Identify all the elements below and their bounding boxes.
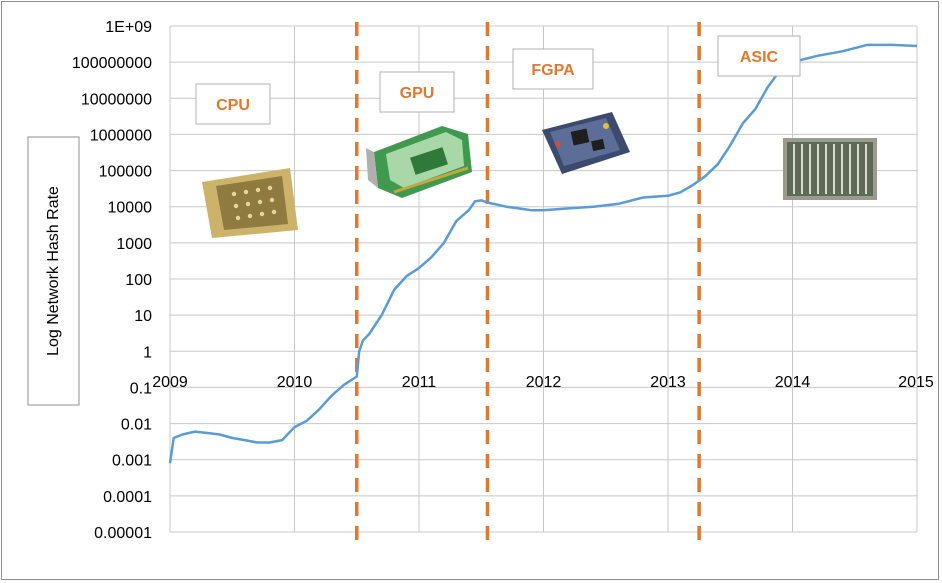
y-tick-label: 100000 xyxy=(99,164,152,181)
era-label-cpu: CPU xyxy=(195,83,271,125)
era-label-box xyxy=(512,48,594,90)
series-line xyxy=(168,43,918,464)
y-tick-label: 0.001 xyxy=(112,453,152,470)
asic-rack-photo xyxy=(783,138,877,200)
y-axis-label-box: Log Network Hash Rate xyxy=(27,136,80,406)
x-tick-label: 2012 xyxy=(526,374,562,391)
y-tick-label: 0.00001 xyxy=(94,525,152,542)
cpu-chip-photo xyxy=(202,168,298,238)
x-tick-label: 2011 xyxy=(402,374,437,391)
x-tick-label: 2013 xyxy=(650,374,686,391)
era-dividers xyxy=(355,22,701,542)
y-axis-tick-labels: 1E+0910000000010000000100000010000010000… xyxy=(72,19,152,542)
era-label-text: FGPA xyxy=(531,62,575,79)
x-tick-label: 2015 xyxy=(898,374,934,391)
y-tick-label: 1 xyxy=(143,344,152,361)
x-tick-label: 2014 xyxy=(775,374,811,391)
era-label-text: GPU xyxy=(400,85,435,102)
era-label-gpu: GPU xyxy=(379,71,455,113)
y-tick-label: 0.0001 xyxy=(103,489,152,506)
era-label-text: ASIC xyxy=(740,49,779,66)
era-label-box xyxy=(195,83,271,125)
graphics-card-photo xyxy=(366,126,472,198)
y-tick-label: 0.01 xyxy=(121,417,152,434)
x-tick-label: 2009 xyxy=(152,374,188,391)
x-tick-label: 2010 xyxy=(277,374,313,391)
era-label-fgpa: FGPA xyxy=(512,48,594,90)
y-tick-label: 100 xyxy=(125,272,152,289)
era-label-box xyxy=(717,35,801,77)
y-tick-label: 10000000 xyxy=(81,91,152,108)
gridlines xyxy=(169,25,918,533)
y-tick-label: 10000 xyxy=(108,200,153,217)
era-labels: CPU GPU FGPA ASIC xyxy=(195,35,801,125)
era-label-asic: ASIC xyxy=(717,35,801,77)
era-label-text: CPU xyxy=(216,97,250,114)
fpga-board-photo xyxy=(542,112,630,174)
y-tick-label: 0.1 xyxy=(130,380,152,397)
y-tick-label: 1E+09 xyxy=(105,19,152,36)
era-label-box xyxy=(379,71,455,113)
y-tick-label: 1000000 xyxy=(90,127,152,144)
x-axis-tick-labels: 2009 2010 2011 2012 2013 2014 2015 xyxy=(152,374,934,391)
y-axis-label: Log Network Hash Rate xyxy=(45,186,62,356)
y-tick-label: 100000000 xyxy=(72,55,152,72)
y-tick-label: 10 xyxy=(134,308,152,325)
y-tick-label: 1000 xyxy=(116,236,152,253)
